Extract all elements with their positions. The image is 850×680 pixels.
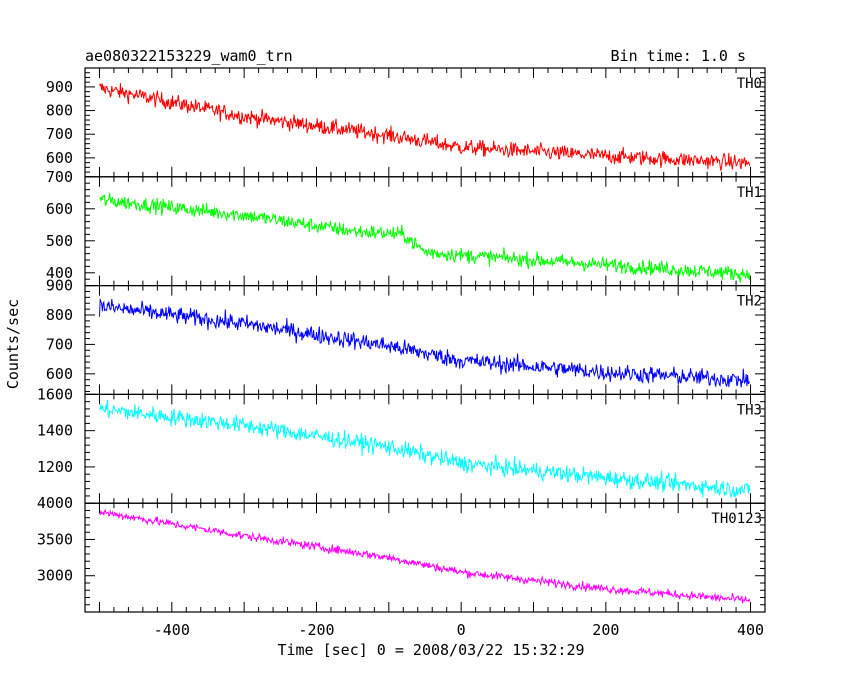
y-tick-label-th0: 600 <box>46 149 73 167</box>
panel-frame-th0123 <box>84 502 766 613</box>
x-axis-title: Time [sec] 0 = 2008/03/22 15:32:29 <box>277 641 584 659</box>
panel-label-th3: TH3 <box>737 402 762 418</box>
bin-time-label: Bin time: 1.0 s <box>611 47 746 65</box>
panel-frame-th0 <box>84 67 766 178</box>
chart-title: ae080322153229_wam0_trn <box>85 47 293 65</box>
y-tick-label-th3: 1400 <box>37 422 73 440</box>
panel-label-th1: TH1 <box>737 185 762 201</box>
y-tick-label-th2: 600 <box>46 365 73 383</box>
y-tick-label-th2: 700 <box>46 335 73 353</box>
y-tick-label-th1: 700 <box>46 168 73 186</box>
y-tick-label-th1: 400 <box>46 264 73 282</box>
y-tick-label-th0123: 3000 <box>37 567 73 585</box>
x-tick-label: 200 <box>592 621 619 639</box>
panel-label-th2: TH2 <box>737 294 762 310</box>
y-tick-label-th3: 1200 <box>37 458 73 476</box>
y-tick-label-th2: 800 <box>46 306 73 324</box>
x-tick-label: -400 <box>154 621 190 639</box>
y-tick-label-th1: 500 <box>46 232 73 250</box>
y-tick-label-th0123: 4000 <box>37 494 73 512</box>
panel-frame-th2 <box>84 285 766 396</box>
panel-label-th0: TH0 <box>737 76 762 92</box>
y-tick-label-th1: 600 <box>46 200 73 218</box>
y-tick-label-th2: 900 <box>46 277 73 295</box>
y-tick-label-th0: 700 <box>46 125 73 143</box>
y-tick-label-th3: 1600 <box>37 385 73 403</box>
x-tick-label: -200 <box>298 621 334 639</box>
panel-label-th0123: TH0123 <box>711 511 762 527</box>
panels-group: TH0600700800900TH1400500600700TH26007008… <box>37 67 766 639</box>
series-line-th3 <box>99 399 751 499</box>
y-tick-label-th0123: 3500 <box>37 530 73 548</box>
y-tick-label-th0: 900 <box>46 78 73 96</box>
series-line-th1 <box>99 192 751 283</box>
series-line-th2 <box>99 298 751 388</box>
y-tick-label-th0: 800 <box>46 102 73 120</box>
series-line-th0 <box>99 82 751 171</box>
x-tick-label: 400 <box>737 621 764 639</box>
y-axis-title: Counts/sec <box>4 299 22 389</box>
series-line-th0123 <box>99 508 751 604</box>
x-tick-label: 0 <box>457 621 466 639</box>
